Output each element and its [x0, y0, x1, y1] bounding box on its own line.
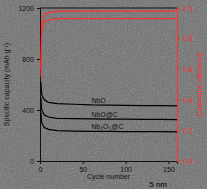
yticks-axis: 0 400 800 1200 [18, 5, 40, 165]
frame [40, 8, 177, 9]
texture [0, 0, 207, 189]
tick-label: 150 [163, 166, 175, 173]
tick-label: 1200 [18, 5, 34, 12]
tick-mark [177, 8, 180, 9]
series-line [41, 11, 177, 69]
tick: 150 [163, 161, 175, 173]
series-label: Nb₂O₅@C [91, 123, 123, 130]
series-line [41, 97, 177, 119]
tick-mark [126, 161, 127, 164]
tick-label: 0.6 [183, 66, 193, 73]
tick: 400 [22, 107, 40, 114]
series-line [41, 19, 177, 77]
tick-label: 0.8 [183, 35, 193, 42]
tick: 800 [22, 56, 40, 63]
y2-axis-title: Coulombic efficiency [196, 52, 204, 117]
tick-mark [37, 110, 40, 111]
tick-mark [177, 69, 180, 70]
tick-mark [177, 130, 180, 131]
tick-label: 0.0 [183, 158, 193, 165]
tick-mark [37, 161, 40, 162]
tick: 0.2 [177, 127, 193, 134]
x-axis-title: Cycle number [87, 173, 131, 181]
tick-label: 0.2 [183, 127, 193, 134]
tick-mark [177, 161, 180, 162]
tick-label: 400 [22, 107, 34, 114]
tick: 0.6 [177, 66, 193, 73]
tick: 0.0 [177, 158, 193, 165]
background [0, 0, 207, 189]
tick-mark [177, 100, 180, 101]
tick-mark [168, 161, 169, 164]
tick: 1.0 [177, 5, 193, 12]
figure: 0 50 100 150 0 400 800 1200 0.0 0.2 0.4 0.6 0.8 1.0 Nb… [0, 0, 207, 189]
tick-label: 800 [22, 56, 34, 63]
series-label: NbO [91, 97, 106, 104]
series-line [41, 82, 177, 106]
tick: 100 [120, 161, 132, 173]
axis-line [37, 9, 41, 162]
tick: 0.4 [177, 97, 193, 104]
series-label: NbO@C [91, 111, 118, 118]
tick-mark [83, 161, 84, 164]
tick-label: 0 [39, 166, 43, 173]
y-axis-title: Specific capacity (mAh g⁻¹) [3, 43, 11, 126]
plot-area [41, 11, 177, 132]
tick: 0 [30, 158, 40, 165]
tick: 1200 [18, 5, 40, 12]
tick: 0 [39, 161, 43, 173]
tick-label: 0 [30, 158, 34, 165]
tick-label: 50 [79, 166, 87, 173]
tick-label: 0.4 [183, 97, 193, 104]
tick-label: 100 [120, 166, 132, 173]
annotation: 5 nm [149, 180, 167, 189]
axis-line [41, 162, 178, 165]
xticks-axis: 0 50 100 150 [39, 161, 178, 173]
axis-line [178, 9, 181, 162]
tick-label: 1.0 [183, 5, 193, 12]
tick: 0.8 [177, 35, 193, 42]
tick: 50 [79, 161, 87, 173]
tick-mark [37, 8, 40, 9]
tick-mark [177, 39, 180, 40]
tick-mark [37, 59, 40, 60]
y2ticks-axis: 0.0 0.2 0.4 0.6 0.8 1.0 [177, 5, 193, 165]
